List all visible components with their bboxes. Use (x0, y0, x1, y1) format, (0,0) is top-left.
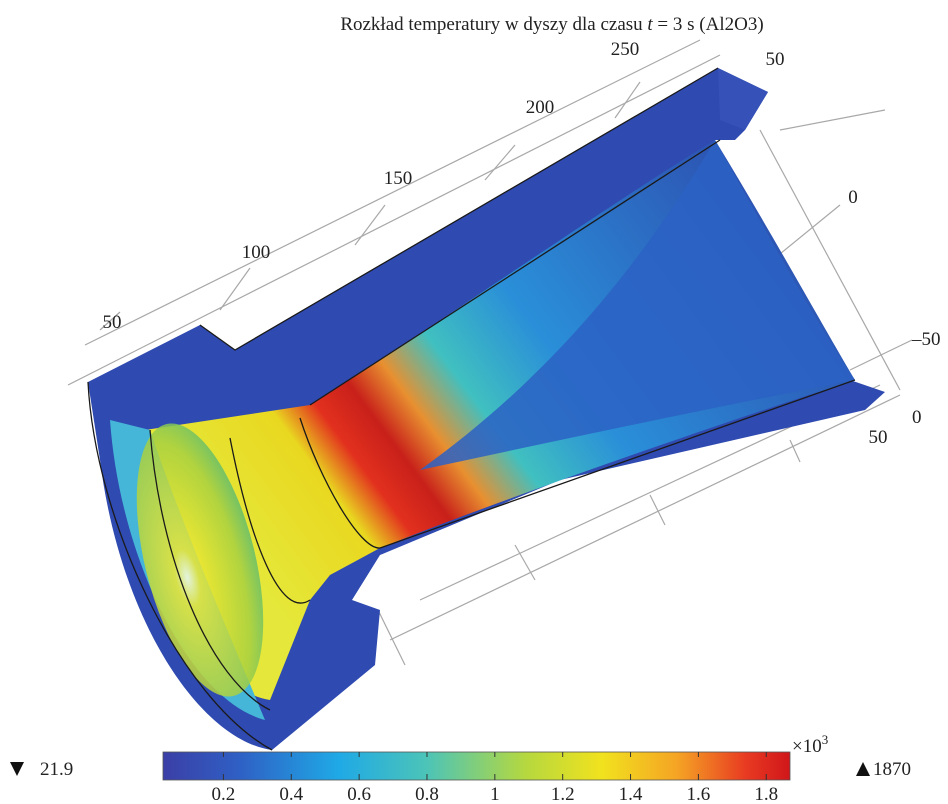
max-icon (856, 762, 870, 776)
colorbar-tick-label: 0.4 (279, 784, 303, 804)
colorbar-tick-label: 0.6 (347, 784, 371, 804)
colorbar-tick-label: 1 (490, 784, 500, 804)
color-legend: 0.2 0.4 0.6 0.8 1 1.2 1.4 1.6 1.8 ×103 21.9 1870 (10, 732, 911, 804)
title: Rozkład temperatury w dyszy dla czasu t … (340, 14, 763, 35)
axis-label: 100 (242, 242, 271, 263)
axis-label: –50 (911, 329, 941, 350)
axis-label: 0 (848, 187, 858, 208)
axis-label: 50 (103, 312, 122, 333)
axis-label: 50 (766, 49, 785, 70)
colorbar-tick-label: 0.8 (415, 784, 439, 804)
nozzle (88, 68, 885, 750)
colorbar-multiplier: ×103 (792, 732, 828, 757)
colorbar (163, 752, 790, 780)
exponent: 3 (822, 732, 829, 747)
nozzle-end (718, 68, 768, 130)
title-suffix: = 3 s (Al2O3) (653, 14, 764, 35)
title-prefix: Rozkład temperatury w dyszy dla czasu (340, 14, 647, 35)
page: Rozkład temperatury w dyszy dla czasu t … (0, 0, 948, 804)
axis-label: 200 (526, 97, 555, 118)
colorbar-tick-label: 1.2 (551, 784, 575, 804)
multiplier: ×10 (792, 736, 822, 757)
axis-label: 150 (384, 168, 413, 189)
colorbar-tick-label: 1.6 (687, 784, 711, 804)
min-icon (10, 762, 24, 776)
max-value: 1870 (873, 759, 911, 780)
min-value: 21.9 (40, 759, 73, 780)
axis-label: 50 (869, 427, 888, 448)
colorbar-tick-label: 0.2 (212, 784, 236, 804)
colorbar-tick-label: 1.4 (619, 784, 643, 804)
colorbar-tick-label: 1.8 (754, 784, 778, 804)
axis-label: 0 (912, 407, 922, 428)
axis-label: 250 (611, 39, 640, 60)
